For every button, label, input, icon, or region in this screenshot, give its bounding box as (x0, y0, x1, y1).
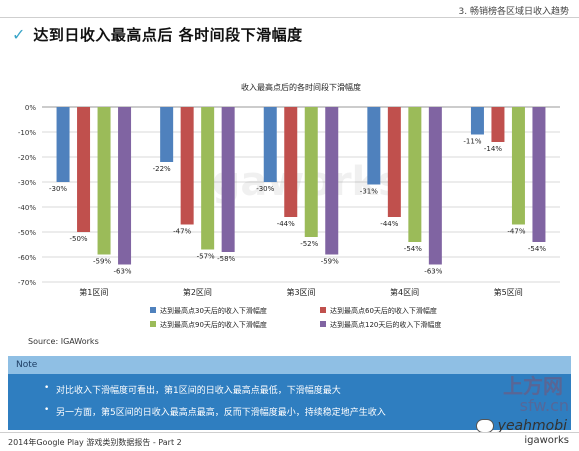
data-label: -54% (528, 245, 546, 253)
y-tick-label: -20% (18, 154, 36, 162)
bar (77, 107, 91, 232)
data-label: -63% (114, 268, 132, 276)
legend-swatch (320, 307, 326, 313)
bar (118, 107, 132, 265)
data-label: -31% (360, 188, 378, 196)
data-label: -52% (300, 240, 318, 248)
legend-label: 达到最高点90天后的收入下滑幅度 (160, 320, 267, 329)
y-tick-label: -40% (18, 204, 36, 212)
legend-label: 达到最高点60天后的收入下滑幅度 (330, 306, 437, 315)
bar (160, 107, 174, 162)
headline: ✓ 达到日收入最高点后 各时间段下滑幅度 (12, 24, 303, 45)
bullet-dot-icon: • (44, 405, 50, 415)
top-bar: 3. 畅销榜各区域日收入趋势 (0, 0, 579, 20)
bar (201, 107, 215, 250)
data-label: -22% (153, 165, 171, 173)
bar (56, 107, 70, 182)
y-tick-label: -60% (18, 254, 36, 262)
note-title-bar: Note (8, 356, 571, 374)
headline-text: 达到日收入最高点后 各时间段下滑幅度 (33, 26, 303, 44)
site-watermark-url: sfw.cn (519, 396, 569, 415)
note-bullet-text: 对比收入下滑幅度可看出，第1区间的日收入最高点最低，下滑幅度最大 (56, 386, 341, 396)
note-bullet: • 对比收入下滑幅度可看出，第1区间的日收入最高点最低，下滑幅度最大 (44, 383, 386, 405)
wechat-icon (475, 419, 494, 433)
bar (470, 107, 484, 135)
checkmark-icon: ✓ (12, 25, 26, 44)
y-tick-label: -70% (18, 279, 36, 287)
data-label: -59% (93, 258, 111, 266)
note-bullet: • 另一方面，第5区间的日收入最高点最高，反而下滑幅度最小，持续稳定地产生收入 (44, 405, 386, 427)
data-label: -63% (424, 268, 442, 276)
note-bullets: • 对比收入下滑幅度可看出，第1区间的日收入最高点最低，下滑幅度最大 • 另一方面，… (44, 383, 386, 427)
legend-swatch (150, 321, 156, 327)
data-label: -14% (484, 145, 502, 153)
data-label: -44% (380, 220, 398, 228)
x-category-label: 第4区间 (390, 287, 419, 297)
x-category-label: 第3区间 (286, 287, 315, 297)
data-label: -57% (197, 253, 215, 261)
legend-label: 达到最高点30天后的收入下滑幅度 (160, 306, 267, 315)
section-label: 3. 畅销榜各区域日收入趋势 (458, 7, 569, 17)
data-label: -44% (277, 220, 295, 228)
bullet-dot-icon: • (44, 383, 50, 393)
x-category-label: 第2区间 (183, 287, 212, 297)
bar (408, 107, 422, 242)
y-tick-label: -30% (18, 179, 36, 187)
wechat-text: yeahmobi (497, 418, 567, 434)
site-watermark: 上方网 (503, 374, 563, 398)
bar (491, 107, 505, 142)
data-label: -11% (463, 138, 481, 146)
igaworks-logo: igaworks (524, 435, 569, 446)
data-label: -59% (321, 258, 339, 266)
wechat-badge: yeahmobi (475, 418, 567, 434)
chart-title: 收入最高点后的各时间段下滑幅度 (241, 82, 361, 92)
note-title: Note (16, 360, 38, 370)
bar (428, 107, 442, 265)
y-tick-label: -50% (18, 229, 36, 237)
note-box: Note • 对比收入下滑幅度可看出，第1区间的日收入最高点最低，下滑幅度最大 •… (8, 356, 571, 430)
data-label: -54% (404, 245, 422, 253)
bar (221, 107, 235, 252)
bar (180, 107, 194, 225)
top-divider (0, 17, 579, 18)
source-text: Source: IGAWorks (28, 337, 99, 346)
bar (532, 107, 546, 242)
bar (263, 107, 277, 182)
data-label: -50% (70, 235, 88, 243)
footer-divider (0, 432, 579, 433)
data-label: -47% (507, 228, 525, 236)
bar (325, 107, 339, 255)
y-tick-label: 0% (25, 104, 36, 112)
bar (511, 107, 525, 225)
bar (284, 107, 298, 217)
legend-swatch (150, 307, 156, 313)
note-bullet-text: 另一方面，第5区间的日收入最高点最高，反而下滑幅度最小，持续稳定地产生收入 (56, 408, 386, 418)
data-label: -58% (217, 255, 235, 263)
data-label: -30% (256, 185, 274, 193)
bar (387, 107, 401, 217)
legend-label: 达到最高点120天后的收入下滑幅度 (330, 320, 441, 329)
bar (367, 107, 381, 185)
y-tick-label: -10% (18, 129, 36, 137)
legend-swatch (320, 321, 326, 327)
x-category-label: 第1区间 (79, 287, 108, 297)
bar (97, 107, 111, 255)
bar-chart: 收入最高点后的各时间段下滑幅度 0% -10% -20% -30% -40% -50% -60… (18, 82, 560, 329)
data-label: -30% (49, 185, 67, 193)
x-category-label: 第5区间 (494, 287, 523, 297)
bar (304, 107, 318, 237)
data-label: -47% (173, 228, 191, 236)
footer-text: 2014年Google Play 游戏类别数据报告 - Part 2 (8, 438, 182, 447)
